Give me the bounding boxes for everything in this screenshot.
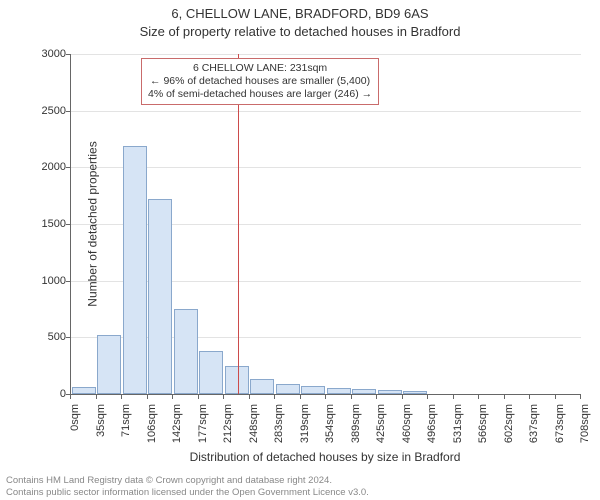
x-tick-mark — [172, 394, 173, 399]
plot-area: 6 CHELLOW LANE: 231sqm ← 96% of detached… — [70, 54, 581, 395]
histogram-bar — [72, 387, 96, 394]
x-tick-label: 248sqm — [248, 404, 260, 464]
x-tick-mark — [427, 394, 428, 399]
histogram-bar — [378, 390, 402, 394]
y-tick-label: 500 — [6, 331, 66, 343]
x-tick-label: 389sqm — [350, 404, 362, 464]
x-tick-mark — [504, 394, 505, 399]
y-tick-label: 1000 — [6, 275, 66, 287]
x-tick-label: 142sqm — [171, 404, 183, 464]
histogram-bar — [327, 388, 351, 394]
x-tick-mark — [70, 394, 71, 399]
y-tick-label: 0 — [6, 388, 66, 400]
x-tick-label: 106sqm — [146, 404, 158, 464]
x-tick-mark — [274, 394, 275, 399]
x-tick-label: 425sqm — [375, 404, 387, 464]
footer-attribution: Contains HM Land Registry data © Crown c… — [6, 475, 594, 498]
footer-line2: Contains public sector information licen… — [6, 487, 594, 498]
x-tick-label: 212sqm — [222, 404, 234, 464]
histogram-bar — [352, 389, 376, 394]
x-tick-mark — [478, 394, 479, 399]
histogram-bar — [301, 386, 325, 394]
x-tick-mark — [96, 394, 97, 399]
x-tick-label: 35sqm — [95, 404, 107, 464]
histogram-bar — [97, 335, 121, 394]
x-tick-label: 0sqm — [69, 404, 81, 464]
histogram-bar — [148, 199, 172, 394]
y-tick-label: 1500 — [6, 218, 66, 230]
histogram-bar — [276, 384, 300, 394]
x-tick-label: 354sqm — [324, 404, 336, 464]
chart-title-main: 6, CHELLOW LANE, BRADFORD, BD9 6AS — [0, 6, 600, 21]
x-tick-label: 637sqm — [528, 404, 540, 464]
y-tick-label: 2500 — [6, 105, 66, 117]
x-tick-mark — [198, 394, 199, 399]
x-tick-mark — [325, 394, 326, 399]
x-tick-label: 71sqm — [120, 404, 132, 464]
x-tick-mark — [249, 394, 250, 399]
annotation-line1: 6 CHELLOW LANE: 231sqm — [148, 62, 372, 75]
x-tick-label: 673sqm — [554, 404, 566, 464]
x-tick-label: 708sqm — [579, 404, 591, 464]
y-tick-label: 3000 — [6, 48, 66, 60]
histogram-bar — [174, 309, 198, 394]
y-tick-label: 2000 — [6, 161, 66, 173]
y-tick-mark — [66, 111, 71, 112]
grid-line — [71, 111, 581, 112]
x-tick-mark — [580, 394, 581, 399]
x-tick-mark — [529, 394, 530, 399]
y-tick-mark — [66, 54, 71, 55]
histogram-bar — [199, 351, 223, 394]
x-tick-label: 496sqm — [426, 404, 438, 464]
x-tick-mark — [121, 394, 122, 399]
x-tick-mark — [223, 394, 224, 399]
histogram-bar — [225, 366, 249, 394]
footer-line1: Contains HM Land Registry data © Crown c… — [6, 475, 594, 486]
histogram-bar — [123, 146, 147, 394]
x-tick-mark — [453, 394, 454, 399]
annotation-line2: ← 96% of detached houses are smaller (5,… — [148, 75, 372, 88]
x-tick-mark — [555, 394, 556, 399]
grid-line — [71, 54, 581, 55]
x-tick-mark — [147, 394, 148, 399]
x-tick-mark — [402, 394, 403, 399]
y-tick-mark — [66, 337, 71, 338]
x-tick-label: 319sqm — [299, 404, 311, 464]
annotation-box: 6 CHELLOW LANE: 231sqm ← 96% of detached… — [141, 58, 379, 105]
x-tick-mark — [300, 394, 301, 399]
y-tick-mark — [66, 224, 71, 225]
x-tick-label: 531sqm — [452, 404, 464, 464]
x-tick-label: 177sqm — [197, 404, 209, 464]
chart-title-sub: Size of property relative to detached ho… — [0, 24, 600, 39]
histogram-bar — [403, 391, 427, 394]
histogram-bar — [250, 379, 274, 394]
x-tick-label: 602sqm — [503, 404, 515, 464]
grid-line — [71, 167, 581, 168]
y-tick-mark — [66, 167, 71, 168]
x-tick-mark — [376, 394, 377, 399]
x-tick-label: 566sqm — [477, 404, 489, 464]
annotation-line3: 4% of semi-detached houses are larger (2… — [148, 88, 372, 101]
x-tick-label: 283sqm — [273, 404, 285, 464]
y-tick-mark — [66, 281, 71, 282]
x-tick-mark — [351, 394, 352, 399]
x-tick-label: 460sqm — [401, 404, 413, 464]
